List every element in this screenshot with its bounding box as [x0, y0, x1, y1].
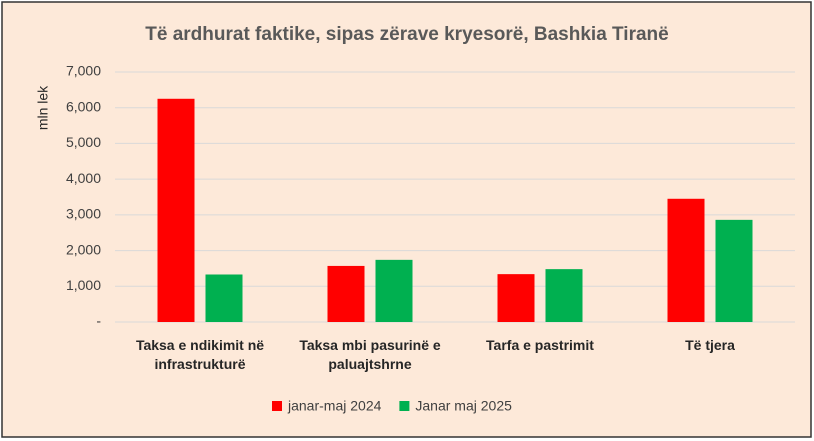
bar	[715, 219, 753, 322]
y-tick-label: 5,000	[66, 134, 101, 150]
chart-title: Të ardhurat faktike, sipas zërave kryeso…	[145, 24, 668, 45]
bar	[157, 98, 195, 323]
legend-label: Janar maj 2025	[415, 398, 512, 414]
y-tick-label: 3,000	[66, 206, 101, 222]
bar	[667, 198, 705, 322]
y-axis-label: mln lek	[35, 85, 51, 130]
y-tick-label: 4,000	[66, 170, 101, 186]
y-tick-label: 7,000	[66, 63, 101, 79]
y-tick-label: 6,000	[66, 98, 101, 114]
x-tick-label: Tarfa e pastrimit	[486, 337, 594, 353]
legend-swatch	[399, 401, 410, 411]
legend-swatch	[272, 401, 282, 411]
bar	[327, 265, 365, 322]
x-tick-label: Taksa e ndikimit në infrastrukturë	[135, 337, 265, 372]
y-tick-label: 2,000	[66, 241, 101, 257]
x-tick-label: Taksa mbi pasurinë e paluajtshrne	[299, 337, 441, 372]
y-tick-label: 1,000	[66, 277, 101, 293]
legend-label: janar-maj 2024	[287, 398, 382, 414]
y-tick-label: -	[96, 313, 101, 329]
bar	[205, 274, 243, 322]
bar	[545, 269, 583, 322]
x-tick-label: Të tjera	[685, 337, 735, 353]
bar	[497, 274, 535, 322]
bar	[375, 259, 413, 322]
